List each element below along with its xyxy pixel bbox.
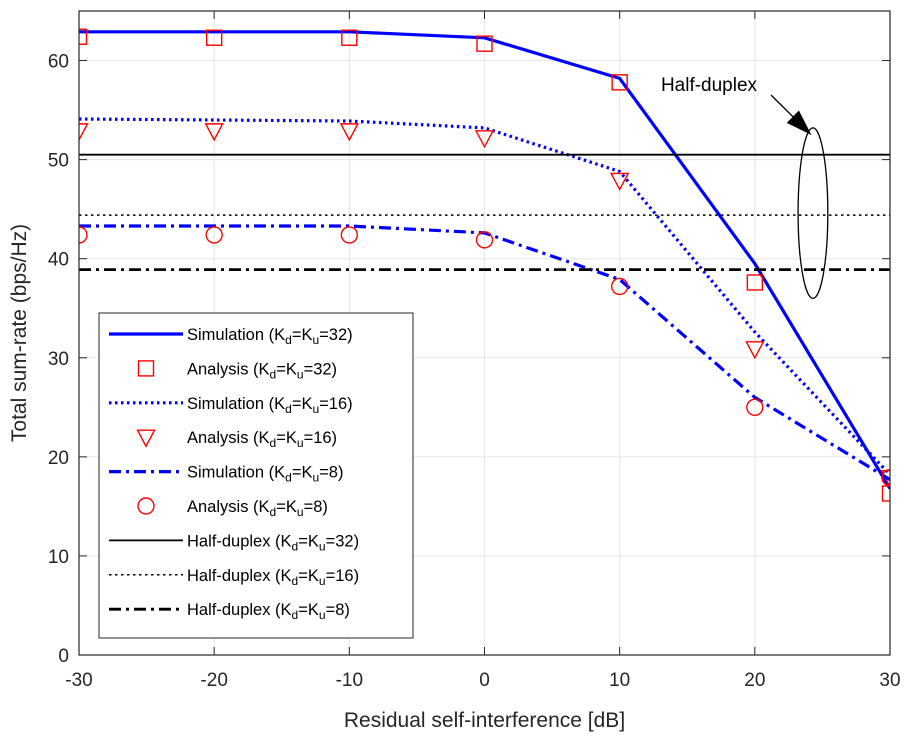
legend-box [98,312,414,639]
y-tick-label-6: 60 [48,52,69,73]
series-1-point-1 [205,29,223,46]
x-tick-label-3: 0 [479,670,490,691]
x-tick-label-1: -20 [200,670,227,691]
series-layer [79,28,890,502]
x-tick-label-0: -30 [65,670,92,691]
legend-label-6: Half-duplex (Kd=Ku=32) [187,532,359,553]
legend-label-7: Half-duplex (Kd=Ku=16) [187,567,359,588]
series-5-point-4 [610,277,629,296]
series-line-4 [79,224,890,481]
y-tick-label-1: 10 [48,547,69,568]
legend-swatch-3 [136,429,156,448]
series-3-point-3 [474,130,495,149]
series-1-point-2 [341,29,358,46]
series-3-point-0 [79,123,89,142]
legend-label-3: Analysis (Kd=Ku=16) [187,429,337,450]
y-tick-label-3: 30 [48,349,69,370]
legend-label-4: Simulation (Kd=Ku=8) [187,464,343,485]
y-axis-label: Total sum-rate (bps/Hz) [8,224,31,442]
series-line-0 [79,30,890,490]
y-tick-label-2: 20 [48,448,69,469]
series-line-2 [79,117,890,476]
legend-label-8: Half-duplex (Kd=Ku=8) [187,601,350,622]
legend-label-5: Analysis (Kd=Ku=8) [187,498,328,519]
legend-label-1: Analysis (Kd=Ku=32) [187,360,337,381]
series-5-point-0 [79,226,88,244]
x-tick-label-5: 20 [744,670,765,691]
x-tick-label-2: -10 [336,670,363,691]
series-5-point-6 [881,468,890,487]
legend-swatch-5 [137,497,155,515]
series-3-point-4 [610,172,630,191]
tick-labels: -30 -20 -10 0 10 20 30 0 10 20 30 40 50 60 [48,52,901,691]
series-5-point-2 [340,226,359,244]
x-axis-label: Residual self-interference [dB] [344,709,625,732]
series-1-point-5 [746,274,764,291]
y-tick-label-0: 0 [58,646,69,667]
series-5-point-1 [205,226,223,244]
annotation-ellipse [797,127,829,299]
annotation-arrow-head [786,110,812,136]
series-3-point-2 [339,123,359,142]
y-tick-label-5: 50 [48,151,69,172]
legend-label-0: Simulation (Kd=Ku=32) [187,326,353,347]
series-1-point-4 [611,74,628,91]
legend-swatch-1 [137,360,155,377]
series-1-point-3 [476,35,493,52]
legend: Simulation (Kd=Ku=32) Analysis (Kd=Ku=32)… [98,312,414,639]
series-1-point-6 [881,485,890,502]
series-5-point-3 [475,231,494,249]
y-tick-label-4: 40 [48,250,69,271]
series-1-point-0 [79,28,88,45]
half-duplex-annotation: Half-duplex [661,75,829,299]
x-tick-label-4: 10 [609,670,630,691]
legend-label-2: Simulation (Kd=Ku=16) [187,395,353,416]
annotation-text: Half-duplex [661,75,758,96]
series-3-point-1 [204,123,224,142]
series-3-point-5 [745,341,765,360]
series-5-point-5 [746,398,764,417]
x-tick-label-6: 30 [879,670,900,691]
axis-ticks [78,11,891,656]
